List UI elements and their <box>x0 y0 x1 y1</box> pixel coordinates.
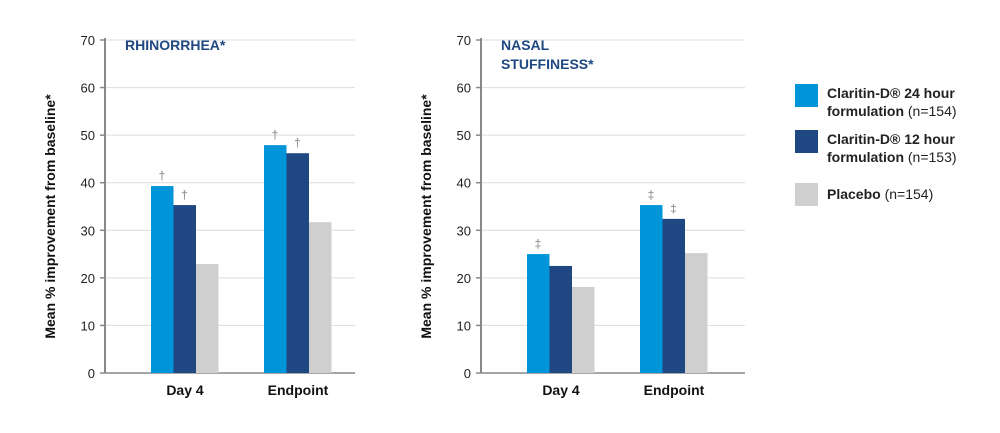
y-tick-label: 30 <box>81 223 95 238</box>
bar <box>151 186 174 373</box>
bar <box>685 253 708 373</box>
y-axis-label: Mean % improvement from baseline* <box>418 94 434 339</box>
y-tick-label: 50 <box>81 128 95 143</box>
significance-marker: † <box>272 128 279 142</box>
bar <box>173 205 196 373</box>
legend-n: (n=154) <box>904 103 957 119</box>
bar <box>309 222 332 373</box>
legend-item-24hr: Claritin-D® 24 hour formulation (n=154) <box>795 84 977 120</box>
x-tick-label: Endpoint <box>268 382 329 398</box>
significance-marker: ‡ <box>670 202 677 216</box>
legend-swatch <box>795 84 818 107</box>
x-tick-label: Day 4 <box>542 382 580 398</box>
significance-marker: † <box>181 188 188 202</box>
y-tick-label: 40 <box>81 176 95 191</box>
y-tick-label: 0 <box>88 366 95 381</box>
legend-swatch <box>795 130 818 153</box>
y-tick-label: 70 <box>457 33 471 48</box>
significance-marker: ‡ <box>648 188 655 202</box>
y-tick-label: 10 <box>81 318 95 333</box>
y-tick-label: 30 <box>457 223 471 238</box>
y-tick-label: 40 <box>457 176 471 191</box>
legend-n: (n=154) <box>880 186 934 202</box>
legend-item-12hr: Claritin-D® 12 hour formulation (n=153) <box>795 130 977 166</box>
bar <box>662 218 685 373</box>
y-tick-label: 60 <box>457 81 471 96</box>
y-axis-label: Mean % improvement from baseline* <box>42 94 58 339</box>
bar <box>572 286 595 373</box>
chart-title: RHINORRHEA* <box>125 37 226 53</box>
legend-label: Claritin-D® 24 hour formulation <box>827 85 955 119</box>
bar <box>640 205 663 373</box>
legend-label: Placebo <box>827 186 881 202</box>
y-tick-label: 20 <box>457 271 471 286</box>
chart-title: NASAL <box>501 37 550 53</box>
bar <box>264 145 287 373</box>
y-tick-label: 20 <box>81 271 95 286</box>
y-tick-label: 0 <box>464 366 471 381</box>
x-tick-label: Day 4 <box>166 382 204 398</box>
legend-swatch <box>795 183 818 206</box>
bar <box>549 265 572 373</box>
bar <box>527 254 550 373</box>
significance-marker: ‡ <box>535 237 542 251</box>
y-tick-label: 70 <box>81 33 95 48</box>
y-tick-label: 50 <box>457 128 471 143</box>
legend-n: (n=153) <box>904 149 957 165</box>
y-tick-label: 10 <box>457 318 471 333</box>
significance-marker: † <box>294 136 301 150</box>
significance-marker: † <box>159 169 166 183</box>
legend-label: Claritin-D® 12 hour formulation <box>827 131 955 165</box>
bar <box>196 264 219 373</box>
y-tick-label: 60 <box>81 81 95 96</box>
legend-item-placebo: Placebo (n=154) <box>795 183 933 206</box>
bar <box>286 153 309 373</box>
chart-title: STUFFINESS* <box>501 56 594 72</box>
x-tick-label: Endpoint <box>644 382 705 398</box>
